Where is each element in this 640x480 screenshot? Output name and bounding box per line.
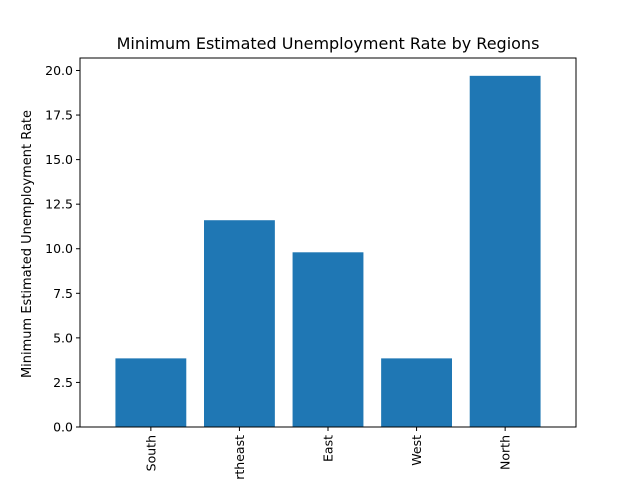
y-axis-label: Minimum Estimated Unemployment Rate: [20, 110, 35, 378]
y-tick-label: 0.0: [53, 420, 73, 435]
y-tick-label: 20.0: [45, 63, 73, 78]
x-tick-label: Northeast: [232, 435, 247, 480]
y-tick-label: 10.0: [45, 241, 73, 256]
y-tick-label: 17.5: [45, 108, 73, 123]
y-tick-label: 2.5: [53, 375, 73, 390]
y-ticks-group: 0.0 2.5 5.0 7.5 10.0 12.5 15.0 17.5 20.0: [45, 63, 80, 435]
bar-west: [381, 358, 452, 427]
chart-title: Minimum Estimated Unemployment Rate by R…: [117, 34, 540, 53]
x-tick-label: East: [321, 435, 336, 462]
y-tick-label: 5.0: [53, 330, 73, 345]
bar-northeast: [204, 220, 275, 427]
y-tick-label: 15.0: [45, 152, 73, 167]
plot-area-frame: [79, 57, 577, 428]
bar-north: [469, 75, 541, 427]
bar-south: [115, 358, 187, 427]
x-tick-label: West: [409, 435, 424, 466]
bars-group: [115, 75, 541, 427]
x-tick-label: South: [143, 435, 158, 471]
bar-east: [292, 252, 364, 427]
x-ticks-group: South Northeast East West North: [143, 427, 513, 480]
y-tick-label: 12.5: [45, 197, 73, 212]
x-tick-label: North: [498, 435, 513, 470]
y-tick-label: 7.5: [53, 286, 73, 301]
